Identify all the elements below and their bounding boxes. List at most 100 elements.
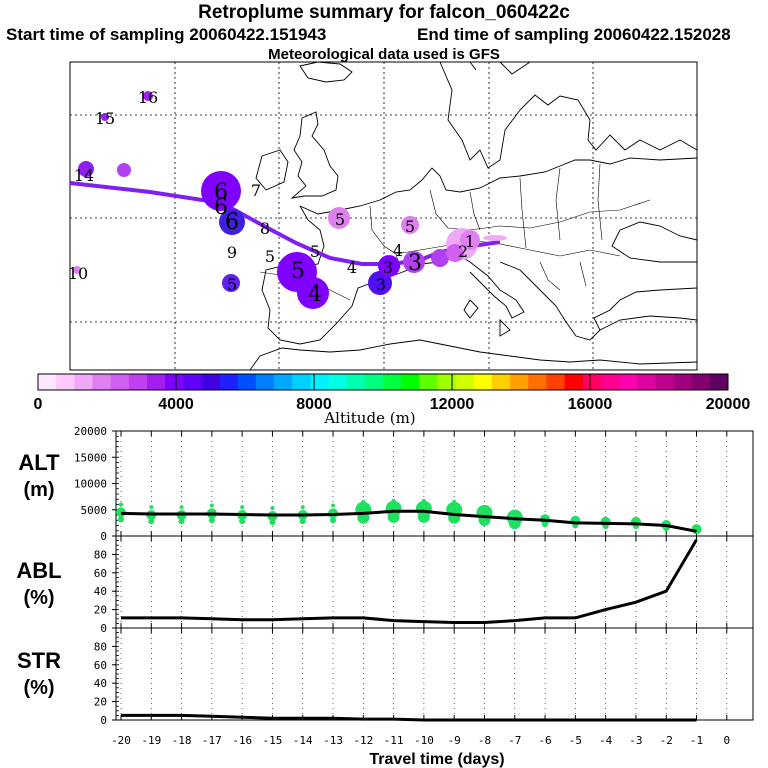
- end-time-label: End time of sampling 20060422.152028: [417, 25, 731, 44]
- altitude-spread-dot: [452, 499, 457, 504]
- y-tick-label: 20000: [74, 425, 107, 438]
- x-tick-label: -7: [508, 734, 521, 747]
- cluster-label: 15: [95, 109, 115, 128]
- abl-series-line: [121, 538, 698, 624]
- colorbar-swatch: [92, 374, 112, 390]
- cluster-marker: [297, 277, 329, 309]
- y-tick-label: 20: [94, 696, 107, 709]
- x-tick-label: 0: [723, 734, 730, 747]
- altitude-spread-dot: [148, 518, 155, 525]
- plume-clusters: [73, 91, 507, 309]
- colorbar-tick-label: 16000: [568, 396, 613, 413]
- y-tick-label: 40: [94, 585, 107, 598]
- x-tick-label: -2: [660, 734, 673, 747]
- cluster-marker: [117, 163, 131, 177]
- cluster-marker: [328, 207, 350, 229]
- cluster-label: 5: [265, 247, 275, 266]
- altitude-spread-dot: [391, 498, 396, 503]
- altitude-spread-dot: [300, 505, 305, 510]
- colorbar-swatch: [128, 374, 148, 390]
- colorbar-swatch: [491, 374, 511, 390]
- cluster-label: 4: [347, 258, 357, 277]
- colorbar-tick-label: 20000: [706, 396, 751, 413]
- colorbar-swatch: [364, 374, 384, 390]
- colorbar-swatch: [437, 374, 457, 390]
- sampling-times: Start time of sampling 20060422.151943 E…: [0, 25, 768, 47]
- colorbar-tick-label: 4000: [158, 396, 194, 413]
- met-data-label: Meteorological data used is GFS: [268, 46, 500, 63]
- cluster-label: 4: [393, 241, 403, 260]
- colorbar-swatch: [38, 374, 57, 390]
- cluster-label: 5: [335, 210, 345, 229]
- colorbar-swatch: [74, 374, 93, 390]
- colorbar-label: Altitude (m): [323, 409, 415, 427]
- colorbar-swatch: [292, 374, 311, 390]
- altitude-spread-dot: [119, 502, 123, 507]
- y-tick-label: 80: [94, 548, 107, 561]
- str-panel: 0 20 40 60 80 STR (%): [17, 627, 754, 727]
- cluster-marker: [483, 235, 507, 241]
- x-tick-label: -16: [232, 734, 252, 747]
- cluster-label: 3: [376, 275, 386, 294]
- x-tick-label: -9: [448, 734, 461, 747]
- colorbar-swatch: [637, 374, 656, 390]
- alt-label: ALT: [18, 450, 60, 475]
- altitude-spread-dot: [299, 518, 306, 525]
- x-tick-label: -5: [569, 734, 582, 747]
- colorbar-tick-label: 0: [34, 396, 43, 413]
- cluster-label: 5: [310, 242, 320, 261]
- y-tick-label: 5000: [81, 504, 108, 517]
- map-gridlines: [70, 62, 697, 370]
- altitude-spread-dot: [118, 516, 124, 523]
- cluster-marker: [401, 216, 419, 234]
- start-time-label: Start time of sampling 20060422.151943: [6, 25, 327, 44]
- colorbar-swatch: [564, 374, 584, 390]
- altitude-spread-dot: [269, 519, 276, 526]
- y-tick-label: 60: [94, 659, 107, 672]
- y-tick-label: 15000: [74, 451, 107, 464]
- altitude-spread-dot: [270, 506, 275, 511]
- colorbar-swatch: [619, 374, 638, 390]
- x-tick-label: -6: [538, 734, 551, 747]
- x-tick-label: -1: [690, 734, 703, 747]
- colorbar-swatch: [56, 374, 75, 390]
- cluster-marker: [446, 244, 464, 262]
- x-tick-label: -15: [263, 734, 283, 747]
- y-tick-label: 60: [94, 567, 107, 580]
- colorbar-swatch: [528, 374, 547, 390]
- cluster-marker: [219, 209, 245, 235]
- cluster-label: 9: [227, 243, 237, 262]
- cluster-marker: [73, 266, 81, 274]
- altitude-spread-dot: [208, 517, 215, 524]
- colorbar-swatch: [146, 374, 166, 390]
- x-tick-label: -12: [353, 734, 373, 747]
- y-tick-label: 0: [100, 622, 107, 635]
- colorbar-swatch: [346, 374, 366, 390]
- colorbar-swatch: [310, 374, 330, 390]
- cluster-marker: [201, 171, 241, 211]
- altitude-spread-dot: [417, 510, 430, 523]
- colorbar-swatch: [473, 374, 493, 390]
- cluster-label: 2: [458, 242, 468, 261]
- abl-label: ABL: [16, 558, 61, 583]
- cluster-label: 10: [68, 264, 88, 283]
- altitude-colorbar: 0 4000 8000 12000 16000 20000: [34, 373, 751, 413]
- str-unit-label: (%): [23, 677, 54, 699]
- cluster-marker: [460, 230, 480, 250]
- str-label: STR: [17, 648, 61, 673]
- colorbar-swatch: [383, 374, 402, 390]
- x-tick-label: -3: [629, 734, 642, 747]
- str-panel-frame: [115, 627, 754, 721]
- colorbar-swatch: [237, 374, 257, 390]
- cluster-label: 3: [383, 258, 393, 277]
- y-tick-label: 10000: [74, 478, 107, 491]
- colorbar-swatch: [183, 374, 202, 390]
- cluster-label: 16: [138, 88, 158, 107]
- cluster-label: 5: [291, 259, 305, 284]
- y-tick-label: 20: [94, 604, 107, 617]
- alt-panel: 0 5000 10000 15000 20000 ALT (m): [18, 425, 754, 543]
- colorbar-swatch: [201, 374, 221, 390]
